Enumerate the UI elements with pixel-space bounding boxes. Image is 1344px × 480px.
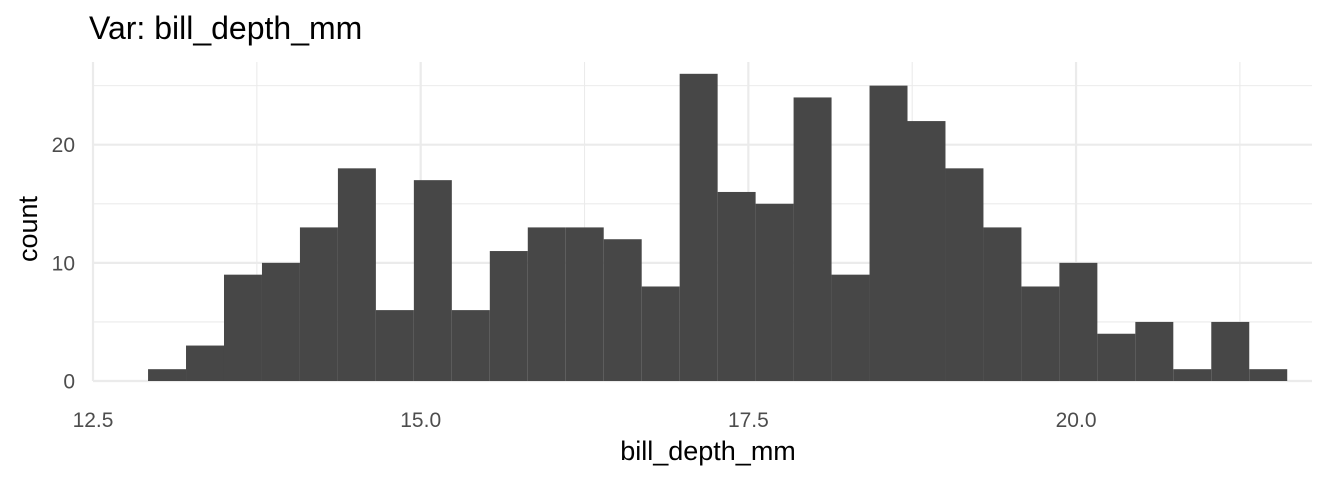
histogram-bars [148,73,1288,382]
histogram-bar [565,227,604,381]
histogram-bar [945,168,984,381]
histogram-bar [755,203,794,381]
x-tick-label: 17.5 [728,409,769,432]
x-tick-label: 15.0 [400,409,441,432]
histogram-bar [679,73,718,381]
y-axis-tick-labels: 0 10 20 [52,134,75,393]
histogram-bar [641,286,680,381]
y-axis-title: count [13,195,43,262]
histogram-bar [413,180,452,381]
plot-panel [91,62,1312,383]
histogram-bar [1211,321,1250,381]
histogram-bar [186,345,224,381]
histogram-bar [1249,369,1288,381]
histogram-bar [451,310,490,381]
histogram-bar [489,251,528,381]
histogram-bar [1173,369,1212,381]
histogram-bar [793,97,832,381]
chart-title: Var: bill_depth_mm [89,10,362,46]
y-tick-label: 10 [52,252,75,275]
histogram-bar [907,121,946,382]
histogram-bar [869,85,908,381]
y-tick-label: 0 [63,371,75,394]
histogram-bar [261,262,300,381]
histogram-bar [299,227,338,381]
x-tick-label: 20.0 [1056,409,1097,432]
x-tick-label: 12.5 [73,409,114,432]
histogram-bar [1059,262,1098,381]
histogram-bar [717,191,756,381]
histogram-bar [1135,321,1174,381]
x-axis-title: bill_depth_mm [620,436,796,466]
histogram-bar [983,227,1022,381]
y-tick-label: 20 [52,134,75,157]
histogram-bar [527,227,566,381]
histogram-bar [603,239,642,381]
histogram-bar [831,274,870,381]
histogram-bar [375,310,414,381]
histogram-bar [148,369,187,381]
histogram-bar [1021,286,1060,381]
histogram-bar [337,168,376,381]
x-axis-tick-labels: 12.5 15.0 17.5 20.0 [73,409,1097,432]
histogram-bar [1097,333,1136,381]
histogram-bar [223,274,262,381]
